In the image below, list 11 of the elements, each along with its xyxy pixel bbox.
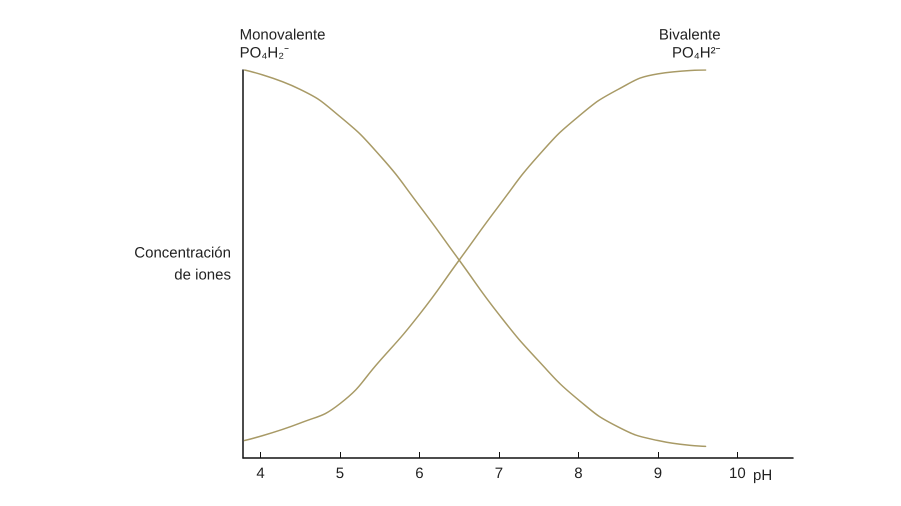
- x-tick-label: 10: [729, 465, 746, 482]
- x-tick-label: 5: [336, 465, 344, 482]
- y-axis-title: Concentración de iones: [134, 244, 231, 284]
- series-label: Bivalente PO₄H²⁻: [658, 26, 721, 62]
- x-tick-label: 4: [256, 465, 265, 482]
- series-label: Monovalente PO₄H₂⁻: [240, 26, 326, 62]
- x-axis-title: pH: [753, 467, 772, 484]
- x-tick-label: 8: [574, 465, 583, 482]
- x-tick-label: 7: [494, 465, 504, 482]
- x-tick-label: 6: [415, 465, 424, 482]
- x-tick-label: 9: [654, 465, 662, 482]
